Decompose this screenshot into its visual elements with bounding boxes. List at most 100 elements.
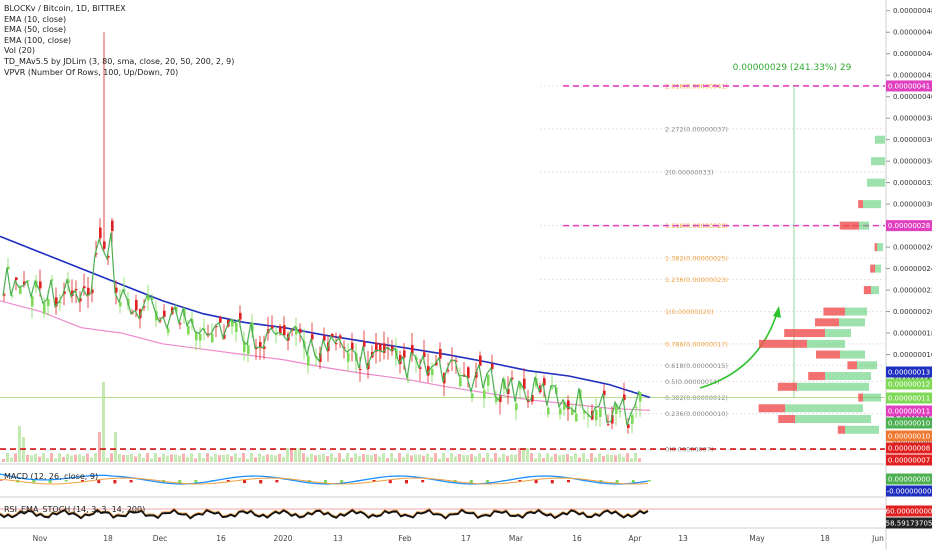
rsi-tag[interactable]: 58.59173705 [886, 517, 932, 529]
x-tick-label: Jun [871, 534, 884, 543]
volume-bar [402, 456, 405, 462]
candle-body [351, 342, 354, 350]
price-tag[interactable]: 0.00000010 [886, 430, 932, 442]
candle-body [199, 333, 202, 341]
volume-bar [310, 453, 313, 462]
fib-label: 1(0.00000020) [665, 308, 714, 316]
candle-body [19, 286, 22, 295]
volume-bar [634, 453, 637, 462]
indicator-ema10[interactable]: EMA (10, close) [4, 14, 67, 24]
indicator-vpvr[interactable]: VPVR (Number Of Rows, 100, Up/Down, 70) [4, 67, 179, 77]
volume-bar [74, 454, 77, 462]
rsi-legend[interactable]: RSI_EMA_STOCH (14, 3, 3, 14, 200) [4, 505, 146, 514]
symbol-title[interactable]: BLOCKv / Bitcoin, 1D, BITTREX [4, 4, 126, 13]
volume-bar [502, 453, 505, 462]
volume-bar [338, 453, 341, 462]
candle-body [299, 328, 302, 333]
volume-bar [594, 457, 597, 462]
candle-body [411, 345, 414, 354]
price-tag-label: 0.00000007 [888, 457, 930, 465]
y-tick-label: 0.00000018 [893, 330, 932, 338]
candle-body [619, 411, 622, 413]
candle-body [615, 404, 618, 414]
rsi-tag[interactable]: 60.00000000 [886, 505, 932, 517]
candle-body [399, 355, 402, 365]
candle-body [115, 287, 118, 293]
candle-body [347, 352, 350, 362]
price-tag[interactable]: 0.00000041 [886, 80, 932, 92]
macd-hist-bar [129, 480, 133, 483]
macd-hist-bar [631, 480, 635, 483]
macd-hist-bar [340, 480, 344, 484]
volume-bar [574, 453, 577, 462]
price-tag[interactable]: 0.00000011 [886, 405, 932, 417]
candle-body [543, 378, 546, 386]
macd-hist-bar [48, 480, 52, 484]
vpvr-down [870, 264, 875, 273]
candle-body [211, 334, 214, 343]
target-annotation[interactable]: 0.00000029 (241.33%) 29 [733, 63, 852, 73]
candle-body [623, 394, 626, 400]
price-tag[interactable]: 0.00000007 [886, 454, 932, 466]
volume-bar [294, 448, 297, 462]
indicator-vol[interactable]: Vol (20) [4, 46, 35, 56]
indicator-ema100[interactable]: EMA (100, close) [4, 35, 72, 45]
macd-hist-bar [324, 480, 327, 484]
macd-hist-bar [567, 480, 570, 483]
macd-legend[interactable]: MACD (12, 26, close, 9) [4, 472, 99, 481]
volume-bar [434, 453, 437, 462]
volume-bar [86, 453, 89, 462]
price-tag[interactable]: 0.00000010 [886, 417, 932, 429]
price-tag[interactable]: 0.00000013 [886, 366, 932, 378]
candle-body [467, 367, 470, 379]
indicator-tdma[interactable]: TD_MAv5.5 by JDLim (3, 80, sma, close, 2… [4, 56, 235, 66]
candle-body [215, 326, 218, 328]
volume-bar [590, 453, 593, 462]
volume-bar [422, 455, 425, 462]
volume-bar [138, 453, 141, 462]
candle-body [611, 415, 614, 424]
price-tag[interactable]: 0.00000008 [886, 442, 932, 454]
macd-hist-bar [648, 480, 651, 482]
volume-bar [50, 453, 53, 462]
candle-body [375, 342, 378, 352]
candle-body [455, 360, 458, 362]
candle-body [439, 348, 442, 359]
volume-bar [610, 454, 613, 462]
macd-tag-label: -0.00000000 [887, 488, 932, 496]
candle-body [159, 320, 162, 322]
vpvr-down [837, 425, 845, 434]
volume-bar [494, 453, 497, 462]
vpvr-profile [758, 135, 885, 434]
candle-body [495, 397, 498, 402]
volume-bar [226, 454, 229, 462]
price-tag[interactable]: 0.00000012 [886, 378, 932, 390]
candle-body [607, 424, 610, 426]
price-tag-label: 0.00000041 [888, 82, 930, 90]
candle-body [15, 277, 18, 281]
macd-tag[interactable]: -0.00000000 [886, 485, 932, 497]
macd-hist-bar [421, 480, 425, 483]
volume-bar [298, 448, 301, 462]
vpvr-down [823, 307, 845, 316]
vpvr-down [816, 350, 840, 359]
indicator-ema50[interactable]: EMA (50, close) [4, 25, 67, 35]
price-tag[interactable]: 0.00000011 [886, 392, 932, 404]
vpvr-up [785, 404, 863, 413]
candle-body [59, 301, 62, 303]
volume-bar [346, 453, 349, 462]
candle-body [363, 341, 366, 347]
macd-tag-label: 0.00000000 [888, 476, 930, 484]
volume-bar [518, 448, 521, 462]
price-tag-label: 0.00000011 [888, 395, 930, 403]
volume-bar [530, 453, 533, 462]
macd-tag[interactable]: 0.00000000 [886, 473, 932, 485]
volume-bar [118, 454, 121, 462]
candle-body [175, 307, 178, 312]
price-tag[interactable]: 0.00000028 [886, 220, 932, 232]
volume-bar [378, 456, 381, 462]
candle-body [435, 362, 438, 366]
volume-bar [282, 456, 285, 462]
